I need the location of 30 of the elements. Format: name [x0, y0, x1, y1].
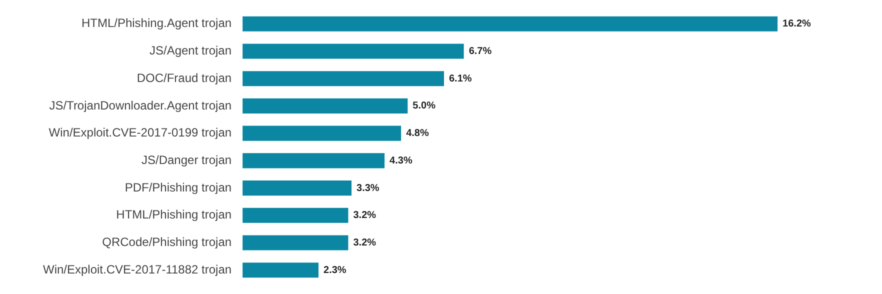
y-tick-label: JS/TrojanDownloader.Agent trojan — [49, 98, 232, 112]
y-tick-label: HTML/Phishing.Agent trojan — [81, 16, 232, 30]
data-label: 4.8% — [406, 128, 429, 140]
data-label: 3.2% — [353, 210, 376, 222]
y-tick-label: PDF/Phishing trojan — [124, 180, 232, 194]
data-label: 6.7% — [468, 46, 492, 57]
bar — [242, 126, 402, 141]
data-label: 4.3% — [390, 155, 412, 166]
bar — [242, 16, 778, 32]
bar — [242, 180, 352, 196]
data-label: 5.0% — [412, 100, 436, 112]
y-tick-label: QRCode/Phishing trojan — [102, 235, 232, 250]
y-tick-label: Win/Exploit.CVE-2017-11882 trojan — [42, 262, 232, 276]
bar — [242, 153, 385, 168]
bar — [242, 208, 348, 223]
data-label: 6.1% — [449, 73, 472, 84]
y-tick-label: DOC/Fraud trojan — [136, 70, 232, 85]
data-label: 2.3% — [324, 264, 346, 276]
bar — [242, 98, 408, 114]
y-tick-label: JS/Agent trojan — [149, 44, 232, 58]
bar — [242, 44, 464, 59]
bar — [242, 262, 318, 278]
data-label: 3.3% — [356, 182, 380, 194]
bar — [242, 235, 348, 250]
y-tick-label: JS/Danger trojan — [141, 152, 232, 167]
data-label: 16.2% — [782, 18, 812, 30]
data-label: 3.2% — [353, 238, 376, 249]
bar — [242, 71, 444, 86]
y-tick-label: HTML/Phishing trojan — [116, 208, 232, 222]
y-tick-label: Win/Exploit.CVE-2017-0199 trojan — [48, 126, 232, 140]
